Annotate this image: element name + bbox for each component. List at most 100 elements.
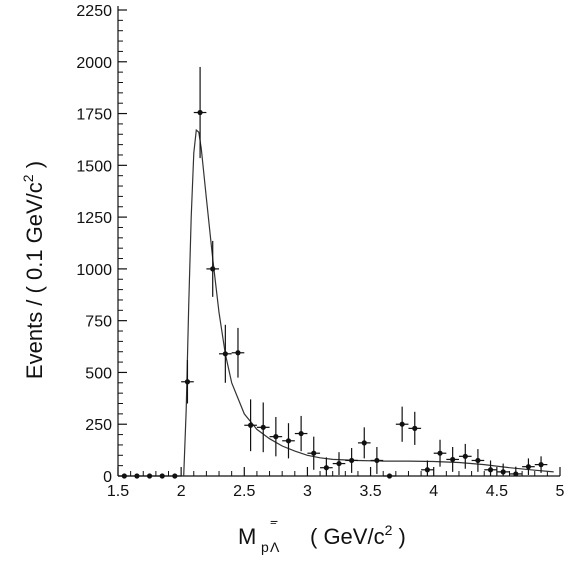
- data-point: [307, 436, 321, 470]
- point-marker: [159, 473, 165, 479]
- point-marker: [475, 457, 481, 464]
- point-marker: [349, 457, 355, 464]
- x-tick-label: 1.5: [107, 483, 129, 500]
- data-point: [345, 448, 358, 473]
- point-marker: [121, 473, 127, 479]
- point-marker: [184, 379, 191, 385]
- data-point: [219, 324, 232, 383]
- point-marker: [525, 464, 532, 470]
- data-point: [370, 447, 384, 474]
- data-point: [256, 402, 270, 453]
- data-point: [118, 473, 131, 479]
- x-axis-title-symbol: M: [238, 524, 256, 549]
- data-point: [294, 415, 308, 452]
- x-axis-title: M p Λ ‾ − ( GeV/c2 ): [238, 513, 406, 555]
- point-marker: [273, 434, 279, 440]
- point-marker: [260, 424, 266, 430]
- plot-frame: [117, 6, 560, 477]
- data-point: [206, 240, 220, 297]
- data-point: [231, 327, 245, 378]
- x-tick-label: 4: [429, 483, 438, 500]
- data-point: [130, 473, 144, 479]
- x-axis-title-subscript-p: p: [261, 539, 269, 555]
- x-tick-label: 3.5: [359, 483, 381, 500]
- data-point: [320, 457, 333, 476]
- point-marker: [538, 462, 544, 468]
- point-marker: [235, 350, 241, 356]
- fit-curve-group: [183, 128, 554, 477]
- x-tick-label: 4.5: [486, 483, 508, 500]
- data-point: [181, 360, 194, 404]
- y-axis-title-close: ): [22, 161, 47, 174]
- point-marker: [374, 457, 380, 464]
- point-marker: [462, 453, 468, 459]
- x-axis-title-units-superscript: 2: [385, 522, 393, 538]
- point-marker: [450, 456, 456, 463]
- point-marker: [311, 450, 317, 456]
- data-point: [332, 452, 346, 475]
- y-tick-label: 1250: [76, 210, 112, 227]
- point-marker: [210, 266, 216, 272]
- data-point: [509, 466, 523, 477]
- data-point: [421, 460, 434, 476]
- point-marker: [222, 351, 228, 357]
- x-axis-title-units-close: ): [392, 524, 405, 549]
- data-point: [433, 439, 447, 467]
- y-ticks: 0 250 500 750 1000 1250 1500 1750 2000 2250: [76, 3, 127, 486]
- point-marker: [500, 469, 506, 475]
- data-point: [168, 473, 182, 479]
- data-point: [471, 449, 485, 472]
- fit-curve: [183, 128, 554, 477]
- data-point: [383, 473, 396, 479]
- point-marker: [172, 473, 178, 479]
- x-axis-title-units: ( GeV/c2 ): [310, 522, 406, 549]
- data-point: [143, 473, 156, 479]
- x-tick-label: 2: [177, 483, 186, 500]
- point-marker: [285, 438, 292, 444]
- x-tick-label: 2.5: [233, 483, 255, 500]
- data-point: [408, 411, 422, 445]
- point-marker: [513, 471, 519, 477]
- data-point: [534, 456, 548, 473]
- y-tick-label: 1500: [76, 158, 112, 175]
- x-tick-label: 3: [303, 483, 312, 500]
- data-points-group: [118, 66, 548, 479]
- point-marker: [424, 467, 430, 473]
- y-axis-title-main: Events / ( 0.1 GeV/c: [22, 182, 47, 379]
- point-marker: [437, 450, 443, 456]
- y-axis-title: Events / ( 0.1 GeV/c2 ): [20, 161, 47, 379]
- data-point: [395, 406, 409, 442]
- point-marker: [336, 460, 342, 467]
- y-tick-label: 0: [103, 469, 112, 486]
- x-axis-title-subscript-lambda: Λ: [270, 539, 280, 555]
- data-point: [522, 458, 535, 475]
- point-marker: [386, 473, 393, 479]
- data-point: [496, 463, 510, 476]
- y-axis-title-superscript: 2: [20, 174, 36, 182]
- data-point: [458, 443, 472, 469]
- y-tick-label: 1000: [76, 262, 112, 279]
- point-marker: [248, 422, 254, 428]
- point-marker: [298, 430, 304, 437]
- data-point: [282, 423, 295, 459]
- point-marker: [361, 440, 367, 446]
- x-axis-title-units-main: ( GeV/c: [310, 524, 385, 549]
- data-point: [155, 473, 169, 479]
- data-point: [244, 399, 257, 452]
- point-marker: [323, 465, 329, 471]
- point-marker: [134, 473, 140, 479]
- x-axis-title-minus: −: [270, 513, 278, 529]
- y-tick-label: 250: [85, 417, 112, 434]
- data-point: [357, 427, 371, 459]
- x-ticks: 1.5 2 2.5 3 3.5 4 4.5 5: [107, 467, 565, 500]
- point-marker: [146, 473, 153, 479]
- y-tick-label: 2000: [76, 55, 112, 72]
- y-tick-label: 2250: [76, 3, 112, 20]
- point-marker: [412, 425, 418, 431]
- y-tick-label: 750: [85, 314, 112, 331]
- data-point: [193, 66, 207, 159]
- y-tick-label: 1750: [76, 107, 112, 124]
- data-point: [269, 416, 283, 457]
- y-tick-label: 500: [85, 365, 112, 382]
